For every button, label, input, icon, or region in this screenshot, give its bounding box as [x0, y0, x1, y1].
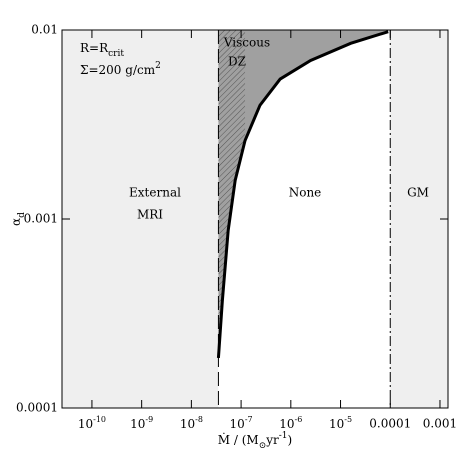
annotation: R=Rcrit [80, 41, 124, 59]
region-label: External [129, 186, 181, 200]
annotation-part: Σ=200 g/cm [80, 63, 156, 77]
x-tick-label: 10-7 [230, 415, 253, 431]
x-tick-exp: -7 [245, 415, 253, 424]
region [390, 30, 448, 408]
x-tick-label: 10-9 [130, 415, 153, 431]
x-tick-base: 10 [180, 417, 195, 431]
x-tick-base: 10 [279, 417, 294, 431]
x-tick-label: 10-5 [329, 415, 352, 431]
curve [216, 30, 389, 359]
region [62, 30, 219, 408]
x-tick-label: 10-10 [78, 415, 106, 431]
x-tick-label: 0.0001 [369, 417, 411, 431]
y-tick-label: 0.0001 [16, 401, 58, 415]
x-tick-base: 10 [329, 417, 344, 431]
region-label: MRI [137, 208, 163, 222]
y-axis-label: αd [9, 212, 27, 226]
x-tick-exp: -8 [195, 415, 203, 424]
annotation: Σ=200 g/cm2 [80, 61, 161, 77]
x-axis-label-part: Ṁ / (M [218, 432, 259, 447]
region-label: None [289, 186, 322, 200]
x-axis-label-part: -1 [279, 431, 288, 441]
x-tick-label: 10-6 [279, 415, 302, 431]
y-axis-label-part: α [9, 218, 23, 226]
x-tick-exp: -10 [93, 415, 106, 424]
x-tick-exp: -9 [145, 415, 153, 424]
y-axis-label-part: d [17, 212, 27, 218]
x-tick-label: 0.001 [423, 417, 457, 431]
y-tick-label: 0.01 [31, 23, 58, 37]
annotation-part: R=R [80, 41, 109, 55]
region-label: GM [407, 186, 429, 200]
x-axis-label: Ṁ / (M⊙yr-1) [218, 431, 292, 451]
x-tick-base: 10 [78, 417, 93, 431]
y-tick-label: 0.001 [24, 212, 58, 226]
annotation-part: 2 [155, 61, 161, 71]
x-tick-label: 10-8 [180, 415, 203, 431]
x-axis-label-part: yr [265, 433, 279, 447]
x-axis-label-part: ⊙ [259, 441, 267, 451]
x-axis-label-part: ) [288, 433, 293, 447]
dead-zone-label: Viscous [223, 36, 270, 50]
annotation-part: crit [108, 49, 124, 59]
x-tick-base: 10 [230, 417, 245, 431]
x-tick-exp: -5 [344, 415, 352, 424]
x-tick-exp: -6 [295, 415, 303, 424]
dead-zone-label: DZ [228, 55, 246, 69]
x-tick-base: 10 [130, 417, 145, 431]
